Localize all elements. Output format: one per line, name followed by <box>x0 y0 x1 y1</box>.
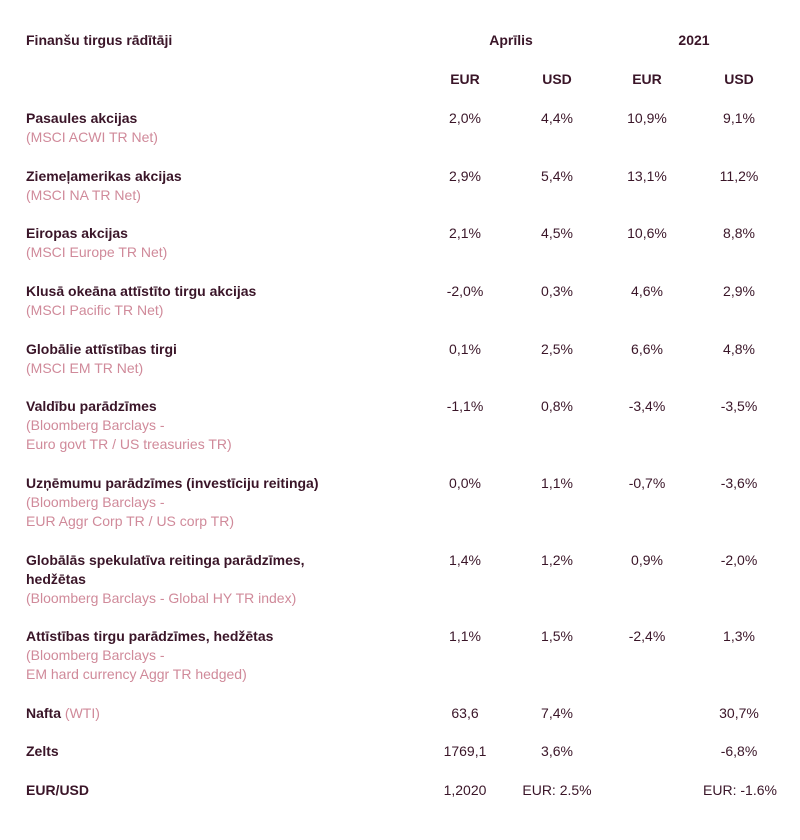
row-name: Klusā okeāna attīstīto tirgu akcijas <box>26 283 257 299</box>
value-year-eur: 10,9% <box>627 110 667 126</box>
value-year-eur: 6,6% <box>631 341 663 357</box>
value-april-usd: 7,4% <box>541 705 573 721</box>
row-index: (MSCI Pacific TR Net) <box>26 302 164 318</box>
value-year-usd: -3,5% <box>720 398 758 414</box>
value-april-eur: -1,1% <box>446 398 484 414</box>
value-april-usd: 3,6% <box>541 743 573 759</box>
value-year-usd: 8,8% <box>723 225 755 241</box>
value-april-eur: 1769,1 <box>443 743 487 759</box>
col-eur-year-header: EUR <box>632 71 662 87</box>
value-year-usd: 2,9% <box>723 283 755 299</box>
value-april-usd: 0,8% <box>541 398 573 414</box>
value-april-eur: 1,2020 <box>443 782 487 798</box>
row-index: (Bloomberg Barclays - Global HY TR index… <box>26 590 297 606</box>
value-april-eur: 2,9% <box>449 168 481 184</box>
value-april-eur: 1,4% <box>449 552 481 568</box>
value-april-usd: EUR: 2.5% <box>522 782 592 798</box>
value-april-usd: 5,4% <box>541 168 573 184</box>
value-april-usd: 1,1% <box>541 475 573 491</box>
value-year-usd: 1,3% <box>723 628 755 644</box>
value-april-eur: 0,0% <box>449 475 481 491</box>
table-row: Zelts 1769,1 3,6% -6,8% <box>26 742 786 761</box>
value-year-usd: 4,8% <box>723 341 755 357</box>
table-row: Uzņēmumu parādzīmes (investīciju reiting… <box>26 474 786 531</box>
row-index-line2: EUR Aggr Corp TR / US corp TR) <box>26 513 234 529</box>
table-row: Valdību parādzīmes (Bloomberg Barclays -… <box>26 397 786 454</box>
value-year-usd: 30,7% <box>719 705 759 721</box>
row-name: Zelts <box>26 743 59 759</box>
value-year-usd: -6,8% <box>720 743 758 759</box>
row-name: EUR/USD <box>26 782 90 798</box>
period-april-header: Aprīlis <box>489 32 533 48</box>
value-april-eur: 2,0% <box>449 110 481 126</box>
value-april-eur: 63,6 <box>451 705 479 721</box>
value-april-usd: 1,5% <box>541 628 573 644</box>
row-index: (Bloomberg Barclays - <box>26 647 165 663</box>
row-name: Globālie attīstības tirgi <box>26 341 177 357</box>
value-april-eur: 1,1% <box>449 628 481 644</box>
row-name: Eiropas akcijas <box>26 225 128 241</box>
table-row: EUR/USD 1,2020 EUR: 2.5% EUR: -1.6% <box>26 781 786 800</box>
table-row: Klusā okeāna attīstīto tirgu akcijas (MS… <box>26 282 786 320</box>
value-april-eur: 2,1% <box>449 225 481 241</box>
row-name: Attīstības tirgu parādzīmes, hedžētas <box>26 628 274 644</box>
value-year-usd: EUR: -1.6% <box>703 782 777 798</box>
row-index: (MSCI NA TR Net) <box>26 187 141 203</box>
value-year-usd: -2,0% <box>720 552 758 568</box>
table-row: Pasaules akcijas (MSCI ACWI TR Net) 2,0%… <box>26 109 786 147</box>
value-year-eur: -3,4% <box>628 398 666 414</box>
value-year-usd: 9,1% <box>723 110 755 126</box>
value-april-eur: 0,1% <box>449 341 481 357</box>
table-row: Globālās spekulatīva reitinga parādzīmes… <box>26 551 786 608</box>
row-index: (MSCI Europe TR Net) <box>26 244 168 260</box>
col-eur-april-header: EUR <box>450 71 480 87</box>
row-index: (Bloomberg Barclays - <box>26 494 165 510</box>
row-name-line2: hedžētas <box>26 571 86 587</box>
value-april-eur: -2,0% <box>446 283 484 299</box>
value-year-usd: -3,6% <box>720 475 758 491</box>
row-name: Ziemeļamerikas akcijas <box>26 168 182 184</box>
value-year-eur: 0,9% <box>631 552 663 568</box>
table-row: Ziemeļamerikas akcijas (MSCI NA TR Net) … <box>26 167 786 205</box>
table-title: Finanšu tirgus rādītāji <box>26 32 173 48</box>
row-name: Uzņēmumu parādzīmes (investīciju reiting… <box>26 475 319 491</box>
col-usd-year-header: USD <box>724 71 754 87</box>
value-year-eur: 10,6% <box>627 225 667 241</box>
period-year-header: 2021 <box>678 32 710 48</box>
row-index-inline: (WTI) <box>64 705 100 721</box>
row-index-line2: Euro govt TR / US treasuries TR) <box>26 436 232 452</box>
table-row: Attīstības tirgu parādzīmes, hedžētas (B… <box>26 627 786 684</box>
row-name: Nafta (WTI) <box>26 704 346 723</box>
value-year-usd: 11,2% <box>719 168 759 184</box>
value-year-eur: 4,6% <box>631 283 663 299</box>
row-index-line2: EM hard currency Aggr TR hedged) <box>26 666 247 682</box>
row-index: (MSCI ACWI TR Net) <box>26 129 158 145</box>
value-year-eur: -2,4% <box>628 628 666 644</box>
value-april-usd: 1,2% <box>541 552 573 568</box>
value-year-eur: -0,7% <box>628 475 666 491</box>
col-usd-april-header: USD <box>542 71 572 87</box>
row-index: (Bloomberg Barclays - <box>26 417 165 433</box>
row-name: Valdību parādzīmes <box>26 398 157 414</box>
value-april-usd: 4,5% <box>541 225 573 241</box>
value-april-usd: 0,3% <box>541 283 573 299</box>
value-april-usd: 2,5% <box>541 341 573 357</box>
row-name: Globālās spekulatīva reitinga parādzīmes… <box>26 552 305 568</box>
row-index: (MSCI EM TR Net) <box>26 360 144 376</box>
value-year-eur: 13,1% <box>627 168 667 184</box>
row-name-text: Nafta <box>26 705 62 721</box>
table-row: Eiropas akcijas (MSCI Europe TR Net) 2,1… <box>26 224 786 262</box>
row-name: Pasaules akcijas <box>26 110 138 126</box>
value-april-usd: 4,4% <box>541 110 573 126</box>
table-row: Nafta (WTI) 63,6 7,4% 30,7% <box>26 704 786 723</box>
table-row: Globālie attīstības tirgi (MSCI EM TR Ne… <box>26 340 786 378</box>
